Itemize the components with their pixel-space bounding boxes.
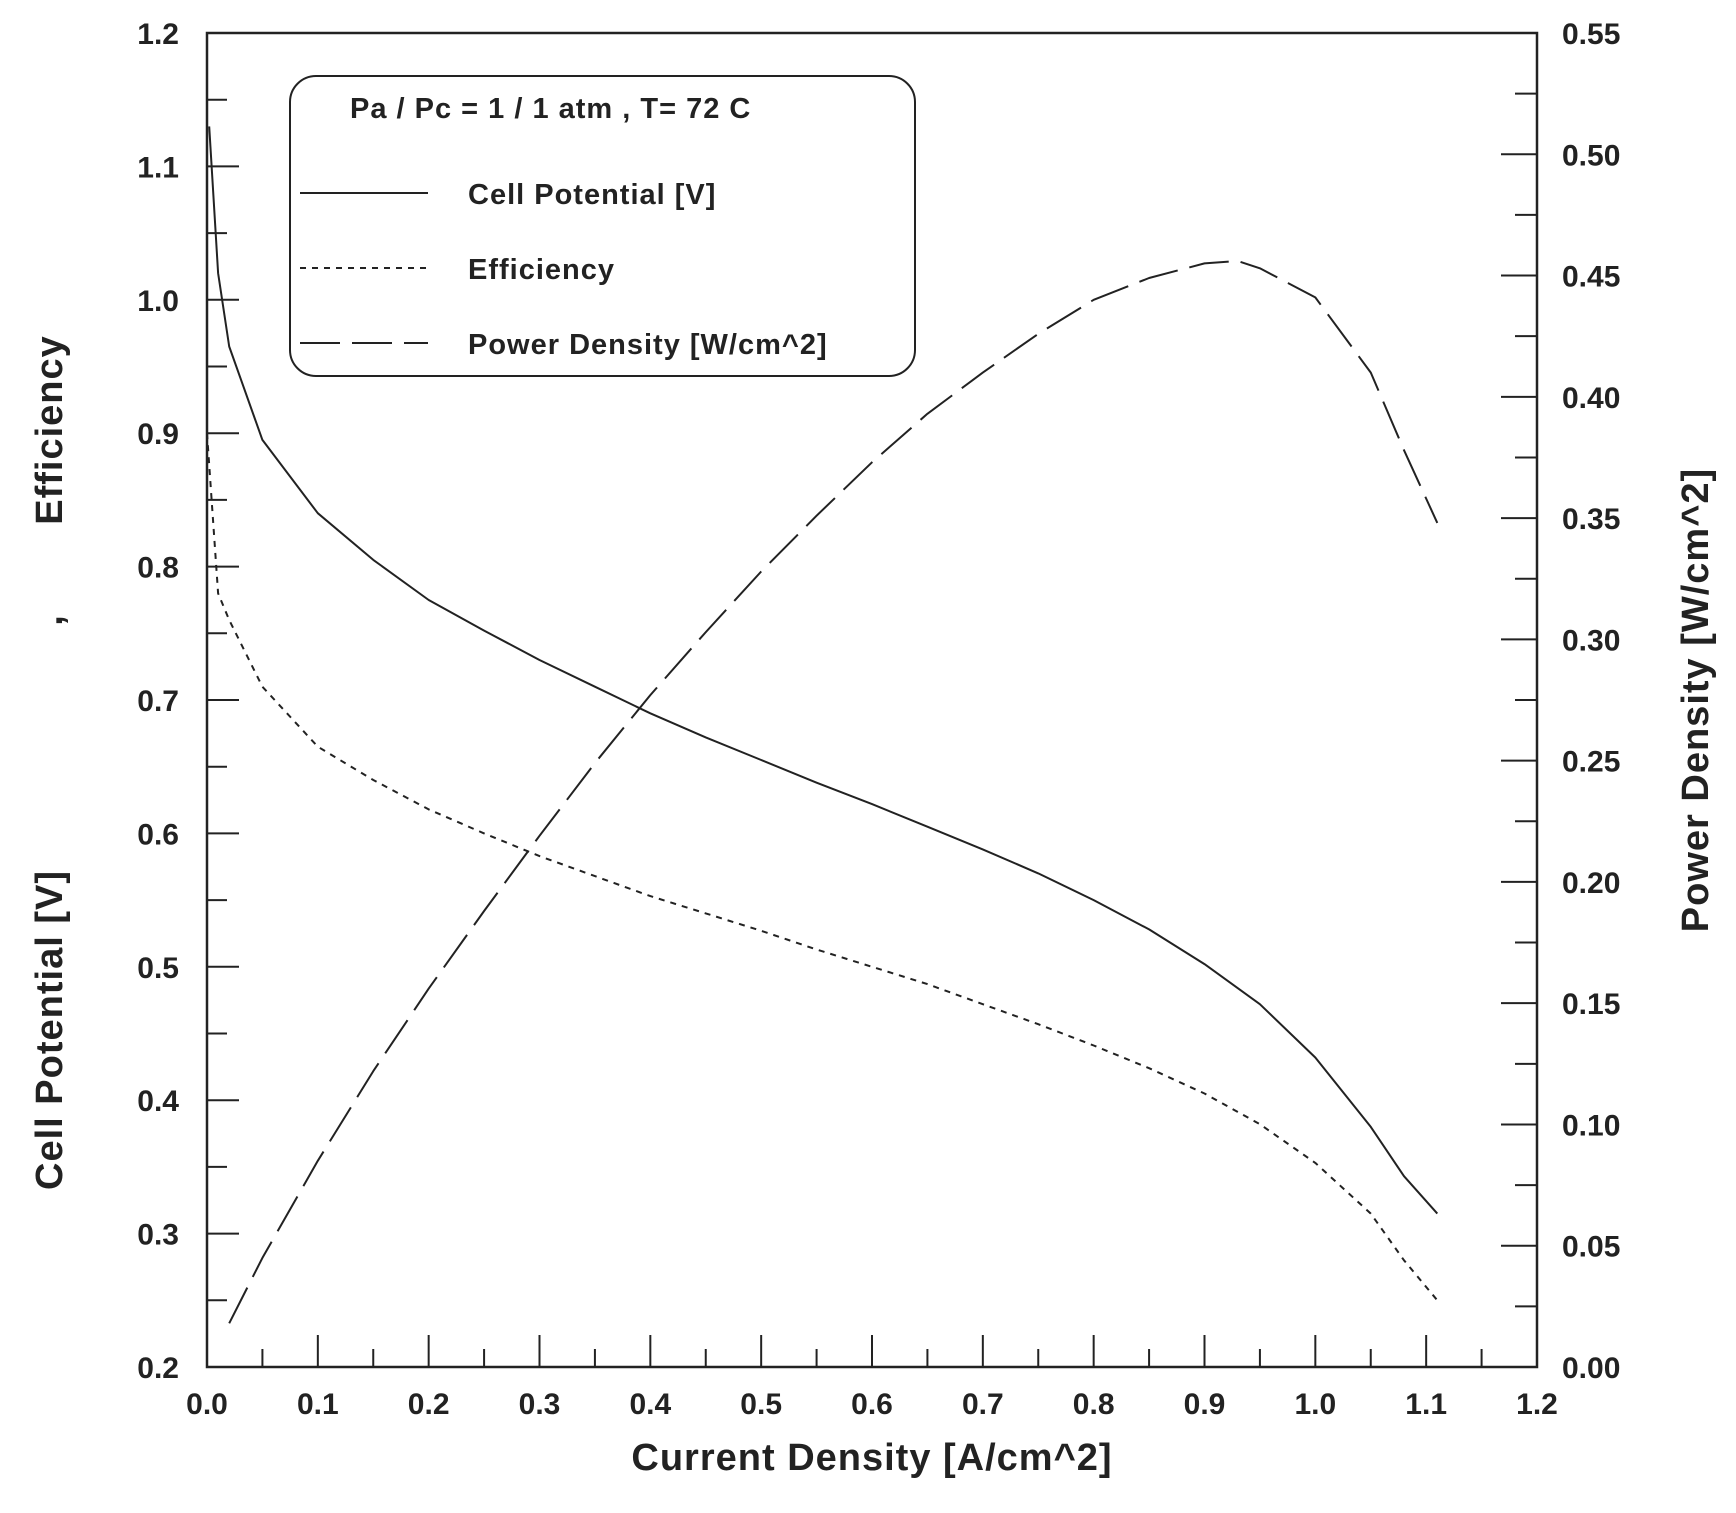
x-axis-ticks: 0.0 0.1 0.2 0.3 0.4 0.5 0.6 0.7 0.8 0.9 1.0 1.1 1.2 <box>186 1335 1558 1421</box>
y-tick-label: 1.0 <box>137 285 179 318</box>
left-axis-ticks: 0.2 0.3 0.4 0.5 0.6 0.7 0.8 0.9 1.0 1.1 1.2 <box>137 18 239 1385</box>
legend-entry-efficiency: Efficiency <box>468 254 615 286</box>
y-tick-label: 0.3 <box>137 1219 179 1252</box>
x-tick-label: 0.8 <box>1073 1388 1115 1421</box>
legend-header: Pa / Pc = 1 / 1 atm , T= 72 C <box>350 93 751 125</box>
y2-tick-label: 0.25 <box>1562 746 1620 779</box>
y2-tick-label: 0.15 <box>1562 988 1620 1021</box>
y2-tick-label: 0.00 <box>1562 1352 1620 1385</box>
legend: Pa / Pc = 1 / 1 atm , T= 72 C Cell Poten… <box>289 75 916 377</box>
y2-tick-label: 0.05 <box>1562 1231 1620 1264</box>
y-tick-label: 0.9 <box>137 418 179 451</box>
y2-tick-label: 0.55 <box>1562 18 1620 51</box>
series-layer <box>206 126 1439 1324</box>
y2-tick-label: 0.10 <box>1562 1109 1620 1142</box>
x-tick-label: 1.1 <box>1405 1388 1447 1421</box>
x-tick-label: 0.0 <box>186 1388 228 1421</box>
y-tick-label: 0.7 <box>137 685 179 718</box>
y2-tick-label: 0.50 <box>1562 139 1620 172</box>
legend-entry-cell-potential: Cell Potential [V] <box>468 179 716 211</box>
left-axis-title-efficiency: Efficiency <box>29 335 71 525</box>
x-axis-title: Current Density [A/cm^2] <box>631 1437 1112 1479</box>
y2-tick-label: 0.30 <box>1562 624 1620 657</box>
right-axis-ticks: 0.00 0.05 0.10 0.15 0.20 0.25 0.30 0.35 0.40 0.45… <box>1501 18 1620 1385</box>
series-line-0 <box>208 126 1439 1215</box>
x-tick-label: 0.3 <box>519 1388 561 1421</box>
right-axis-title: Power Density [W/cm^2] <box>1675 468 1717 932</box>
x-tick-label: 1.2 <box>1516 1388 1558 1421</box>
y2-tick-label: 0.45 <box>1562 261 1620 294</box>
y-tick-label: 0.8 <box>137 552 179 585</box>
x-tick-label: 0.7 <box>962 1388 1004 1421</box>
y-tick-label: 0.5 <box>137 952 179 985</box>
series-line-2 <box>228 260 1439 1324</box>
left-axis-title-separator: , <box>29 614 71 626</box>
x-tick-label: 0.4 <box>629 1388 671 1421</box>
y-tick-label: 0.6 <box>137 818 179 851</box>
y2-tick-label: 0.40 <box>1562 382 1620 415</box>
y-tick-label: 1.2 <box>137 18 179 51</box>
left-axis-title-group: Cell Potential [V] , Efficiency <box>29 335 71 1190</box>
x-tick-label: 0.6 <box>851 1388 893 1421</box>
y2-tick-label: 0.20 <box>1562 867 1620 900</box>
legend-box <box>289 75 916 377</box>
x-tick-label: 0.1 <box>297 1388 339 1421</box>
left-axis-title-potential: Cell Potential [V] <box>29 870 71 1190</box>
right-axis-title-group: Power Density [W/cm^2] <box>1675 468 1717 932</box>
x-tick-label: 0.5 <box>740 1388 782 1421</box>
series-line-1 <box>206 433 1439 1301</box>
legend-entry-power-density: Power Density [W/cm^2] <box>468 329 828 361</box>
y-tick-label: 0.4 <box>137 1085 179 1118</box>
y-tick-label: 0.2 <box>137 1352 179 1385</box>
y2-tick-label: 0.35 <box>1562 503 1620 536</box>
y-tick-label: 1.1 <box>137 151 179 184</box>
x-tick-label: 1.0 <box>1294 1388 1336 1421</box>
x-tick-label: 0.9 <box>1184 1388 1226 1421</box>
x-tick-label: 0.2 <box>408 1388 450 1421</box>
